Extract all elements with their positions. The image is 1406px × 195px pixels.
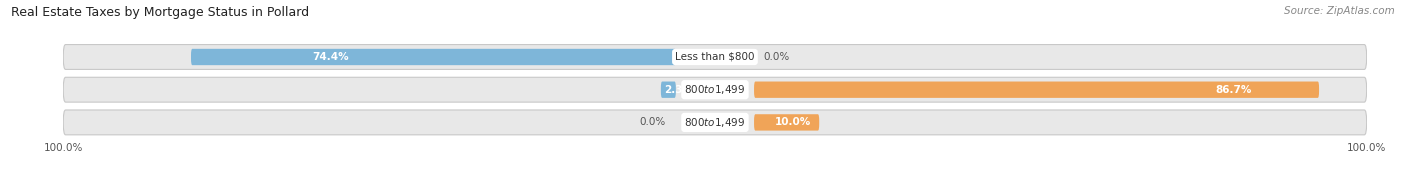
FancyBboxPatch shape [63,77,1367,102]
Text: Source: ZipAtlas.com: Source: ZipAtlas.com [1284,6,1395,16]
Text: $800 to $1,499: $800 to $1,499 [685,83,745,96]
Text: 10.0%: 10.0% [775,117,811,127]
Text: Less than $800: Less than $800 [675,52,755,62]
FancyBboxPatch shape [191,49,676,65]
Text: $800 to $1,499: $800 to $1,499 [685,116,745,129]
Text: 0.0%: 0.0% [640,117,666,127]
FancyBboxPatch shape [63,45,1367,69]
Text: 74.4%: 74.4% [312,52,349,62]
FancyBboxPatch shape [63,110,1367,135]
Text: 86.7%: 86.7% [1215,85,1251,95]
Text: Real Estate Taxes by Mortgage Status in Pollard: Real Estate Taxes by Mortgage Status in … [11,6,309,19]
Text: 0.0%: 0.0% [763,52,790,62]
FancyBboxPatch shape [661,82,676,98]
FancyBboxPatch shape [754,114,820,131]
Text: 2.3%: 2.3% [665,85,693,95]
FancyBboxPatch shape [754,82,1319,98]
